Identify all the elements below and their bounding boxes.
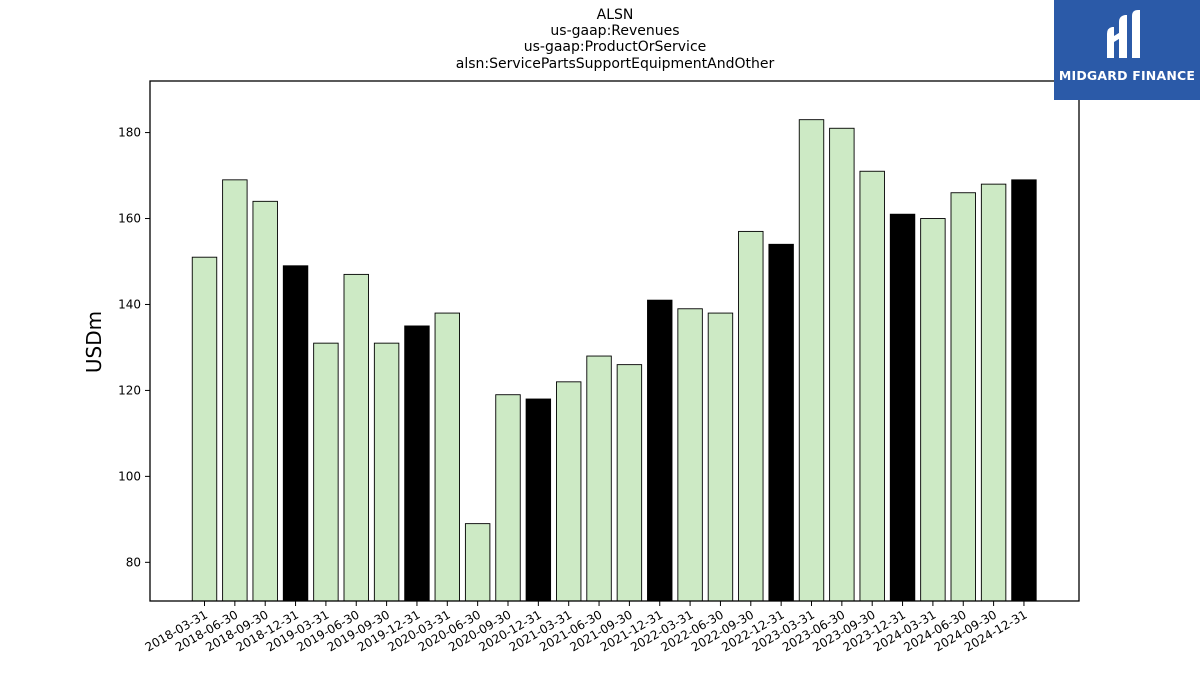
bar-2019-06-30 <box>343 273 369 602</box>
bar-2024-09-30 <box>980 183 1007 602</box>
bar-2024-06-30 <box>950 192 976 602</box>
chart-title-line-1: ALSN <box>596 7 634 23</box>
bar-2018-03-31 <box>191 256 218 602</box>
bar-2019-12-31 <box>404 325 430 602</box>
bar-2024-12-31 <box>1011 179 1037 602</box>
chart-title-line-2: us-gaap:Revenues <box>550 23 680 39</box>
bar-2023-03-31 <box>798 119 825 602</box>
y-tick-label: 80 <box>126 555 141 569</box>
midgard-finance-logo: MIDGARD FINANCE <box>1054 0 1200 100</box>
y-tick-label: 180 <box>118 126 141 140</box>
bar-2021-06-30 <box>586 355 612 602</box>
bar-2022-12-31 <box>768 243 794 602</box>
y-axis: 80 100 120 140 160 180 <box>118 126 150 569</box>
y-tick-label: 160 <box>118 212 141 226</box>
x-axis: 2018-03-312018-06-302018-09-302018-12-31… <box>143 601 1029 654</box>
chart-title-line-4: alsn:ServicePartsSupportEquipmentAndOthe… <box>455 56 775 72</box>
bar-2022-09-30 <box>738 230 764 602</box>
bar-2019-09-30 <box>373 342 400 602</box>
bar-2019-03-31 <box>313 342 339 602</box>
bar-2020-06-30 <box>464 523 491 602</box>
bar-2020-12-31 <box>525 398 552 602</box>
bar-2021-03-31 <box>556 381 582 602</box>
bar-2020-09-30 <box>495 394 521 602</box>
bar-2022-03-31 <box>677 308 703 602</box>
bar-2022-06-30 <box>707 312 734 602</box>
bar-2023-06-30 <box>829 127 855 602</box>
midgard-m-logo-icon <box>1107 10 1140 58</box>
y-tick-label: 100 <box>118 469 141 483</box>
bar-2018-12-31 <box>282 265 309 602</box>
bar-2018-06-30 <box>222 179 248 602</box>
logo-text: MIDGARD FINANCE <box>1058 68 1196 83</box>
bar-2021-09-30 <box>616 364 643 602</box>
bar-2018-09-30 <box>252 200 278 602</box>
y-tick-label: 140 <box>118 297 141 311</box>
y-tick-label: 120 <box>118 383 141 397</box>
bar-2023-09-30 <box>859 170 885 602</box>
bar-2020-03-31 <box>434 312 460 602</box>
bar-2023-12-31 <box>889 213 916 602</box>
chart-title-line-3: us-gaap:ProductOrService <box>523 39 707 55</box>
bar-2024-03-31 <box>920 218 946 602</box>
bar-2021-12-31 <box>647 299 673 602</box>
bar-group <box>191 119 1037 602</box>
plot-frame <box>149 80 1080 602</box>
